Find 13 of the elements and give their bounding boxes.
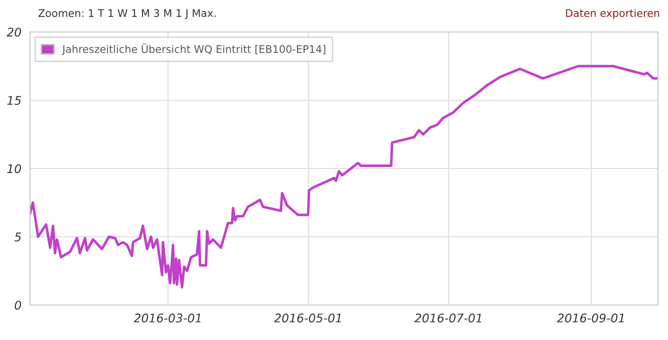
text: Daten exportieren (566, 8, 660, 20)
y-tick-label: 0 (14, 300, 22, 310)
x-tick-label: 2016-09-01 (557, 314, 624, 322)
line-series (30, 64, 658, 289)
legend-label: Jahreszeitliche Übersicht WQ Eintritt [EB100-EP14] (62, 43, 326, 55)
y-tick-label: 10 (7, 164, 22, 174)
x-tick-label: 2016-05-01 (274, 314, 341, 322)
y-tick-label: 15 (7, 96, 22, 105)
y-tick-label: 5 (14, 232, 22, 242)
x-tick-label: 2016-03-01 (134, 314, 201, 322)
text: Zoomen: 1 T 1 W 1 M 3 M 1 J Max. (38, 9, 216, 19)
x-tick-label: 2016-07-01 (414, 314, 482, 322)
y-tick-label: 20 (6, 28, 22, 37)
